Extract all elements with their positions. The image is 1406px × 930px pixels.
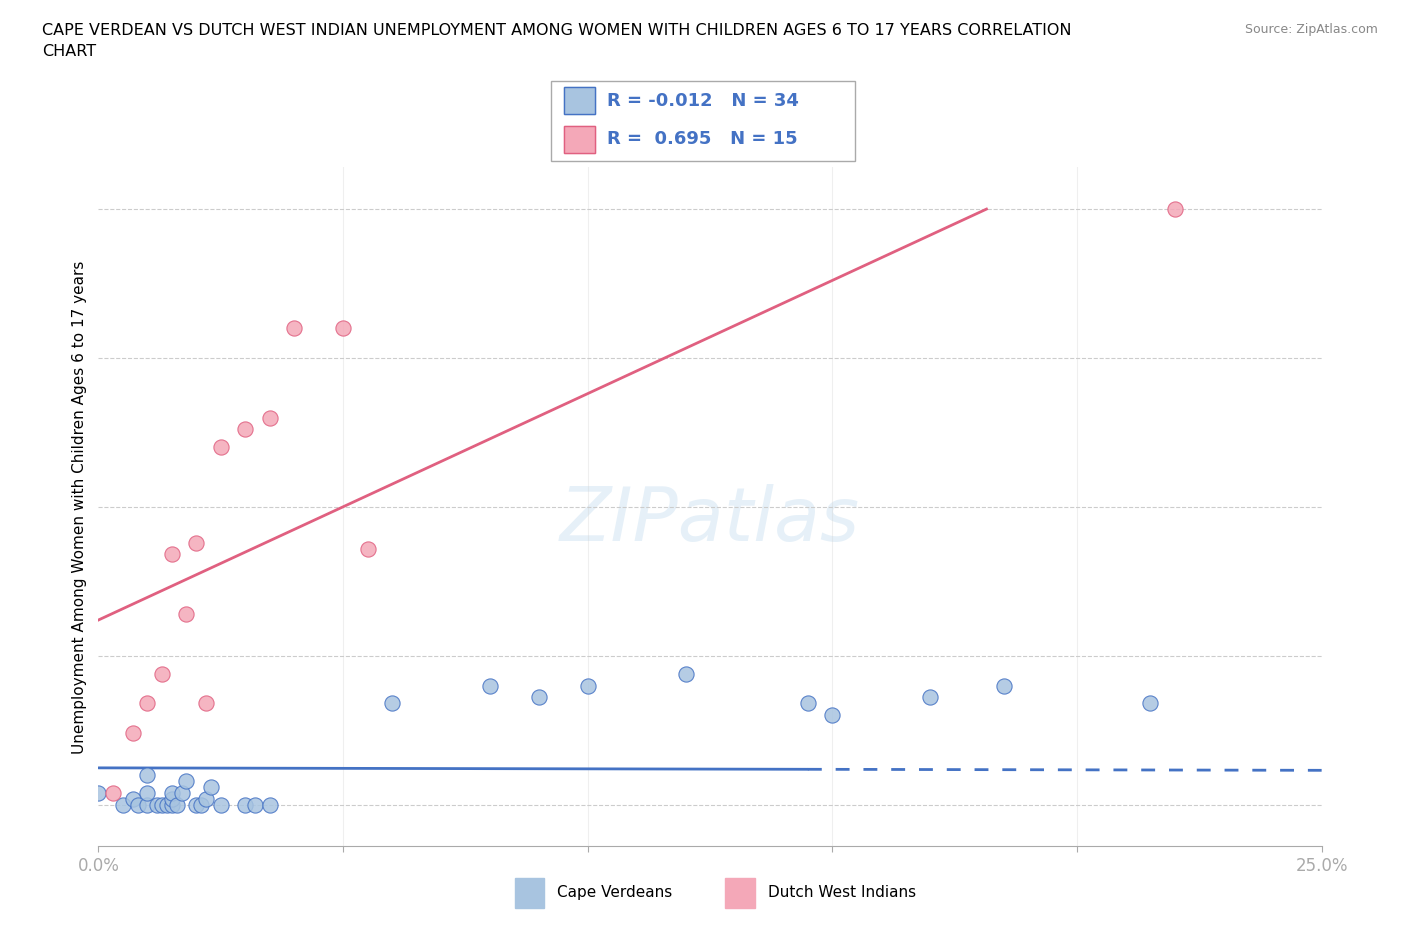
Point bbox=[166, 797, 188, 812]
Text: R =  0.695   N = 15: R = 0.695 N = 15 bbox=[607, 130, 797, 148]
Point bbox=[200, 779, 222, 794]
Point bbox=[160, 785, 183, 800]
Point bbox=[233, 422, 256, 437]
Point bbox=[186, 797, 208, 812]
Point bbox=[243, 797, 266, 812]
Point bbox=[87, 785, 110, 800]
Point bbox=[478, 678, 501, 693]
Text: CAPE VERDEAN VS DUTCH WEST INDIAN UNEMPLOYMENT AMONG WOMEN WITH CHILDREN AGES 6 : CAPE VERDEAN VS DUTCH WEST INDIAN UNEMPL… bbox=[42, 23, 1071, 60]
Bar bbox=[564, 126, 595, 153]
Point bbox=[101, 785, 124, 800]
Point bbox=[186, 535, 208, 550]
Y-axis label: Unemployment Among Women with Children Ages 6 to 17 years: Unemployment Among Women with Children A… bbox=[72, 260, 87, 753]
Point bbox=[136, 767, 159, 782]
Point bbox=[190, 797, 212, 812]
Point bbox=[233, 797, 256, 812]
Point bbox=[136, 785, 159, 800]
Point bbox=[127, 797, 149, 812]
Point bbox=[121, 791, 143, 806]
Bar bbox=[564, 87, 595, 114]
Point bbox=[136, 797, 159, 812]
Point bbox=[111, 797, 134, 812]
Point bbox=[136, 696, 159, 711]
Point bbox=[176, 606, 198, 621]
Point bbox=[160, 797, 183, 812]
Point bbox=[209, 797, 232, 812]
Bar bbox=[725, 878, 755, 908]
Point bbox=[160, 547, 183, 562]
Text: Cape Verdeans: Cape Verdeans bbox=[557, 885, 672, 900]
Point bbox=[332, 321, 354, 336]
Point bbox=[797, 696, 820, 711]
Point bbox=[121, 725, 143, 740]
Point bbox=[920, 690, 942, 705]
Point bbox=[170, 785, 193, 800]
Bar bbox=[564, 87, 595, 114]
Point bbox=[381, 696, 404, 711]
Bar bbox=[515, 878, 544, 908]
Point bbox=[527, 690, 550, 705]
Point bbox=[150, 666, 173, 681]
Point bbox=[1139, 696, 1161, 711]
Text: Dutch West Indians: Dutch West Indians bbox=[768, 885, 915, 900]
Point bbox=[993, 678, 1015, 693]
Text: ZIPatlas: ZIPatlas bbox=[560, 485, 860, 556]
Point bbox=[1164, 202, 1187, 217]
Text: Source: ZipAtlas.com: Source: ZipAtlas.com bbox=[1244, 23, 1378, 36]
Point bbox=[176, 774, 198, 789]
Point bbox=[576, 678, 599, 693]
Text: R = -0.012   N = 34: R = -0.012 N = 34 bbox=[607, 92, 799, 110]
Point bbox=[283, 321, 305, 336]
Point bbox=[146, 797, 169, 812]
FancyBboxPatch shape bbox=[551, 81, 855, 161]
Point bbox=[150, 797, 173, 812]
Point bbox=[821, 708, 844, 723]
Point bbox=[259, 410, 281, 425]
Point bbox=[356, 541, 378, 556]
Bar bbox=[564, 126, 595, 153]
Point bbox=[160, 791, 183, 806]
Point bbox=[195, 696, 218, 711]
Point bbox=[259, 797, 281, 812]
Point bbox=[209, 440, 232, 455]
Point bbox=[156, 797, 179, 812]
Point bbox=[195, 791, 218, 806]
Point bbox=[675, 666, 697, 681]
